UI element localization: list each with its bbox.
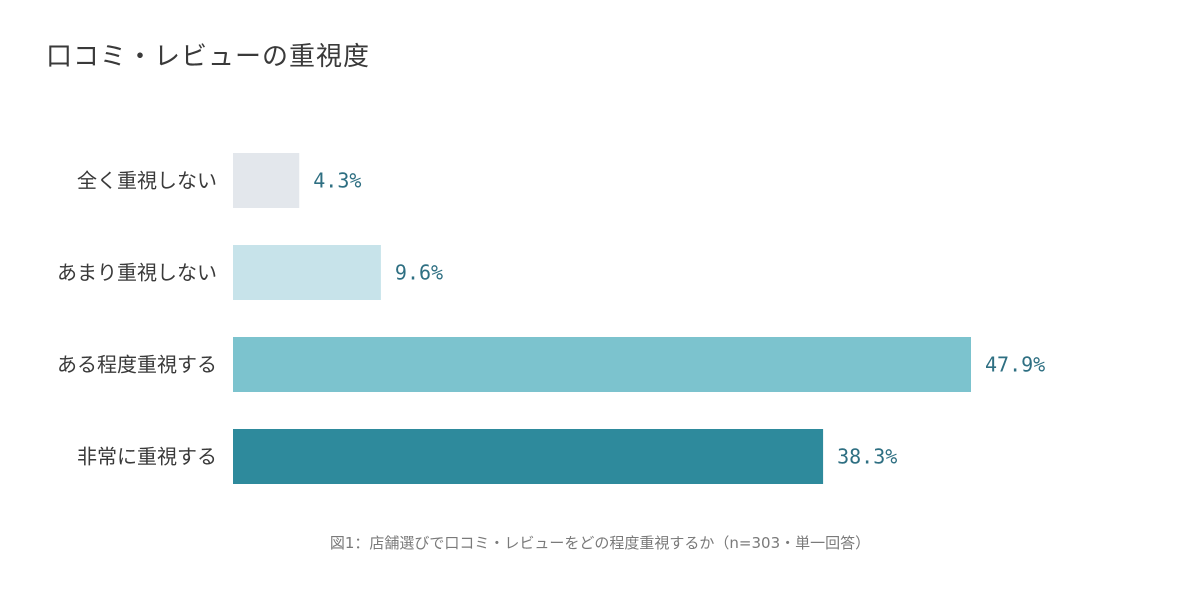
category-label: ある程度重視する [57, 353, 217, 377]
figure-caption: 図1：店舗選びで口コミ・レビューをどの程度重視するか（n=303・単一回答） [329, 534, 871, 552]
bar [233, 245, 381, 300]
category-label: 全く重視しない [77, 169, 217, 193]
category-label: 非常に重視する [77, 445, 217, 469]
bar [233, 153, 300, 208]
category-label: あまり重視しない [57, 261, 217, 285]
data-label: 47.9% [985, 353, 1045, 377]
chart-title: 口コミ・レビューの重視度 [46, 42, 371, 72]
data-label: 4.3% [313, 169, 361, 193]
data-label: 9.6% [395, 261, 443, 285]
data-label: 38.3% [837, 445, 897, 469]
bar [233, 429, 824, 484]
bar [233, 337, 971, 392]
